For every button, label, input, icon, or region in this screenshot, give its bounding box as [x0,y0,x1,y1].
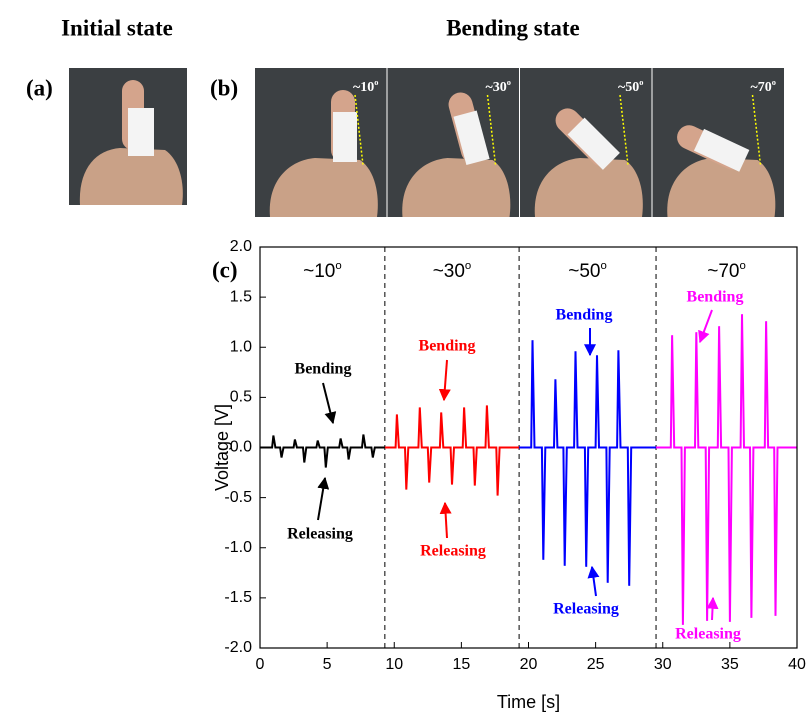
header: Initial state [61,15,173,40]
series-line [519,340,656,586]
annotation: Releasing [553,601,619,618]
region-label: ~10o [303,260,342,282]
annotation-arrow [318,478,325,520]
finger [331,90,357,162]
photo-label-text: ~50 [618,80,639,95]
series-line [260,435,385,468]
panel-label: (a) [26,75,53,100]
annotation: Releasing [287,526,353,543]
annotation-arrow [445,503,447,538]
panel-label: (c) [212,257,238,282]
annotation: Bending [419,338,476,355]
y-tick-label: -1.0 [224,539,252,556]
header: Bending state [446,15,580,40]
x-tick-label: 30 [654,656,672,673]
region-label-text: ~50 [568,261,600,282]
y-axis-label: Voltage [V] [212,404,232,491]
annotation-arrow [444,360,447,400]
annotation-arrow [712,598,713,620]
photo-label-sup: o [772,78,776,87]
region-label: ~50o [568,260,607,282]
annotation: Releasing [420,543,486,560]
figure: Initial state Bending state (a) (b) (c) … [0,0,811,716]
x-tick-label: 25 [587,656,605,673]
region-label-text: ~70 [707,261,739,282]
x-tick-label: 15 [452,656,470,673]
annotation-arrow [700,310,712,342]
x-axis-label: Time [s] [497,692,560,712]
y-tick-label: 2.0 [230,238,252,255]
photo [69,68,187,205]
photo-label-text: ~10 [353,80,374,95]
x-tick-label: 20 [520,656,538,673]
region-label-text: ~30 [433,261,465,282]
region-label: ~70o [707,260,746,282]
annotation: Bending [687,289,744,306]
x-tick-label: 0 [256,656,265,673]
region-label-sup: o [601,260,607,272]
region-label-text: ~10 [303,261,335,282]
photo-label-sup: o [507,78,511,87]
region-label-sup: o [465,260,471,272]
photo-label-sup: o [639,78,643,87]
annotation-arrow [592,567,596,596]
x-tick-label: 40 [788,656,806,673]
y-tick-label: 1.5 [230,288,252,305]
annotation: Bending [295,361,352,378]
tape [333,112,357,162]
photo-label-text: ~30 [486,80,507,95]
y-tick-label: 0.5 [230,389,252,406]
y-tick-label: -0.5 [224,489,252,506]
y-tick-label: -2.0 [224,639,252,656]
annotation: Releasing [675,626,741,643]
region-label-sup: o [335,260,341,272]
region-label-sup: o [739,260,745,272]
photo-label-text: ~70 [751,80,772,95]
series-line [656,314,797,625]
x-tick-label: 10 [385,656,403,673]
y-tick-label: 0.0 [230,439,252,456]
annotation-arrow [323,383,333,423]
annotation: Bending [556,307,613,324]
y-tick-label: 1.0 [230,338,252,355]
region-label: ~30o [433,260,472,282]
photo-label-sup: o [374,78,378,87]
series-line [385,405,519,495]
x-tick-label: 35 [721,656,739,673]
panel-label: (b) [210,75,238,100]
y-tick-label: -1.5 [224,589,252,606]
x-tick-label: 5 [323,656,332,673]
